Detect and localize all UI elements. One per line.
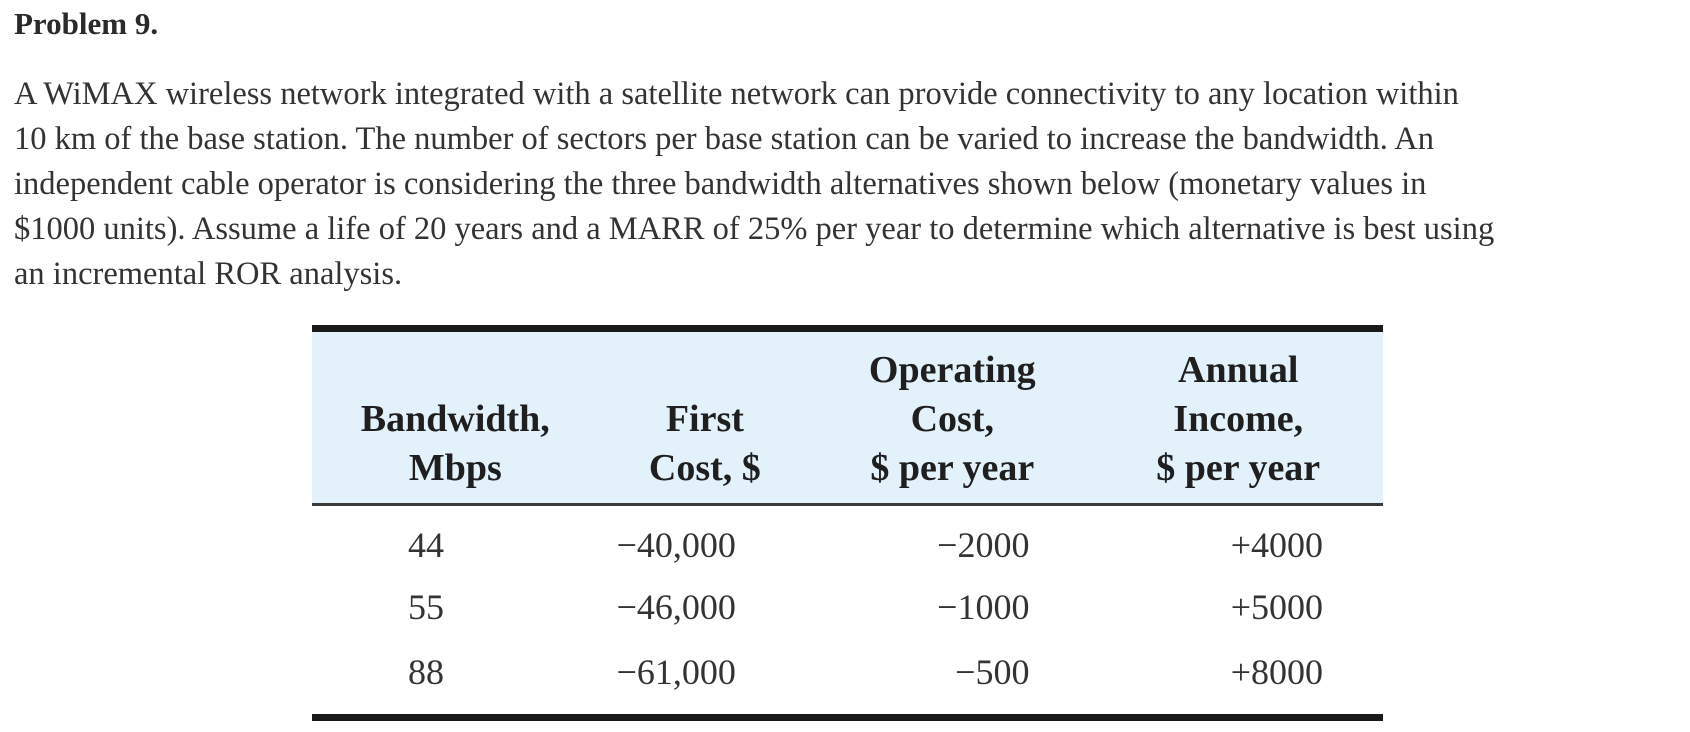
cell-first-cost: −61,000 [598,638,812,721]
cell-bandwidth: 44 [408,525,444,565]
problem-title: Problem 9. [14,6,159,41]
statement-line: A WiMAX wireless network integrated with… [14,76,1459,112]
table-row: 55 −46,000 −1000 +5000 [312,576,1383,638]
cell-bandwidth: 88 [312,638,599,721]
statement-line: independent cable operator is considerin… [14,166,1427,202]
table-row: 44 −40,000 −2000 +4000 [312,505,1383,577]
statement-line: 10 km of the base station. The number of… [14,121,1434,157]
statement-line: an incremental ROR analysis. [14,256,403,292]
header-line: Cost, $ [648,447,761,489]
cell-operating-cost: −1000 [937,587,1030,627]
header-line: Income, [1173,398,1304,440]
table-body: 44 −40,000 −2000 +4000 55 −46,000 −1000 … [312,505,1383,721]
table-header: Bandwidth, Mbps First Cost, $ Operating … [312,325,1383,506]
alternatives-table: Bandwidth, Mbps First Cost, $ Operating … [312,325,1383,721]
cell-operating-cost: −500 [811,638,1094,721]
header-bandwidth: Bandwidth, Mbps [312,325,599,506]
cell-first-cost: −46,000 [616,587,736,627]
header-line: $ per year [1156,447,1321,489]
header-row: Bandwidth, Mbps First Cost, $ Operating … [312,325,1383,506]
table-row: 88 −61,000 −500 +8000 [312,638,1383,721]
header-annual-income: Annual Income, $ per year [1093,325,1383,506]
cell-annual-income: +4000 [1230,525,1323,565]
header-operating-cost: Operating Cost, $ per year [811,325,1094,506]
cell-bandwidth: 55 [408,587,444,627]
statement-line: $1000 units). Assume a life of 20 years … [14,211,1495,247]
problem-statement: A WiMAX wireless network integrated with… [14,72,1684,297]
header-line: Bandwidth, [360,398,550,440]
cell-annual-income: +8000 [1093,638,1383,721]
header-line: Mbps [408,447,502,489]
header-line: First [665,398,744,440]
alternatives-table-container: Bandwidth, Mbps First Cost, $ Operating … [312,325,1383,721]
cell-first-cost: −40,000 [616,525,736,565]
header-first-cost: First Cost, $ [598,325,812,506]
cell-annual-income: +5000 [1230,587,1323,627]
header-line: Cost, [910,398,994,440]
header-line: Operating [868,349,1036,391]
cell-operating-cost: −2000 [937,525,1030,565]
header-line: $ per year [870,447,1035,489]
header-line: Annual [1178,349,1299,391]
